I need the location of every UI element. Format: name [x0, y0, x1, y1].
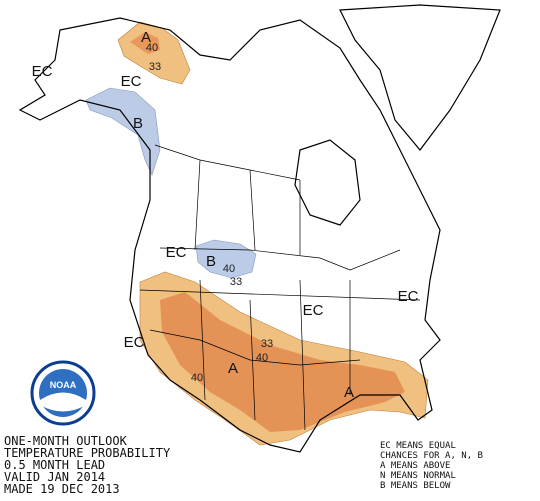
greenland [339, 4, 501, 151]
legend-line: N MEANS NORMAL [380, 471, 456, 481]
map-label: B [133, 115, 143, 132]
contour-label: 40 [146, 42, 158, 54]
contour-label: 40 [191, 372, 203, 384]
contour-label: 40 [223, 263, 235, 275]
noaa-logo: NOAA [30, 360, 96, 426]
legend-line: EC MEANS EQUAL [380, 441, 456, 451]
map-label: A [228, 360, 238, 377]
below-region [85, 87, 161, 176]
logo-text: NOAA [50, 380, 77, 390]
map-label: EC [398, 288, 419, 305]
map-label: EC [121, 73, 142, 90]
contour-label: 33 [149, 61, 161, 73]
map-labels: EC EC A 40 33 B EC B 40 33 EC EC EC 33 4… [32, 29, 419, 401]
above-region-dark [160, 292, 405, 432]
map-label: EC [124, 334, 145, 351]
hudson-bay [294, 139, 361, 226]
border [139, 144, 421, 431]
coastline [18, 17, 441, 453]
legend-line: B MEANS BELOW [380, 481, 451, 491]
map-label: A [344, 384, 354, 401]
contour-label: 33 [261, 338, 273, 350]
map-label: EC [303, 302, 324, 319]
title-block: ONE-MONTH OUTLOOK TEMPERATURE PROBABILIT… [4, 434, 171, 496]
legend-line: CHANCES FOR A, N, B [380, 451, 483, 461]
title-line: 0.5 MONTH LEAD [4, 458, 105, 472]
title-line: TEMPERATURE PROBABILITY [4, 446, 171, 460]
contour-label: 33 [230, 276, 242, 288]
title-line: ONE-MONTH OUTLOOK [4, 434, 128, 448]
map-label: EC [166, 244, 187, 261]
map-label: EC [32, 63, 53, 80]
legend: EC MEANS EQUAL CHANCES FOR A, N, B A MEA… [380, 441, 483, 491]
map-label: B [206, 253, 216, 270]
contour-label: 40 [256, 352, 268, 364]
map-label: A [141, 29, 151, 46]
above-region-dark [130, 32, 160, 54]
title-line: VALID JAN 2014 [4, 470, 105, 484]
legend-line: A MEANS ABOVE [380, 461, 450, 471]
title-line: MADE 19 DEC 2013 [4, 482, 120, 496]
